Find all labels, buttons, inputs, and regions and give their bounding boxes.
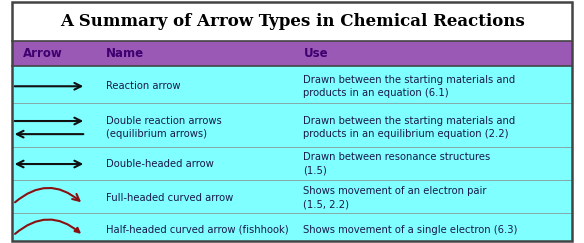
Text: Shows movement of an electron pair
(1.5, 2.2): Shows movement of an electron pair (1.5,… [304, 186, 487, 210]
Text: Shows movement of a single electron (6.3): Shows movement of a single electron (6.3… [304, 225, 518, 235]
Bar [12, 66, 572, 241]
Text: Use: Use [304, 47, 328, 61]
Text: A Summary of Arrow Types in Chemical Reactions: A Summary of Arrow Types in Chemical Rea… [60, 13, 524, 30]
Text: Reaction arrow: Reaction arrow [106, 81, 180, 91]
Text: Half-headed curved arrow (fishhook): Half-headed curved arrow (fishhook) [106, 225, 288, 235]
Text: Double-headed arrow: Double-headed arrow [106, 159, 214, 169]
Text: Arrow: Arrow [23, 47, 63, 61]
Text: Name: Name [106, 47, 144, 61]
Text: Drawn between the starting materials and
products in an equilibrium equation (2.: Drawn between the starting materials and… [304, 116, 516, 139]
Text: Drawn between resonance structures
(1.5): Drawn between resonance structures (1.5) [304, 152, 491, 176]
Text: Drawn between the starting materials and
products in an equation (6.1): Drawn between the starting materials and… [304, 75, 516, 98]
Text: Full-headed curved arrow: Full-headed curved arrow [106, 193, 234, 203]
Bar [12, 2, 572, 41]
Text: Double reaction arrows
(equilibrium arrows): Double reaction arrows (equilibrium arro… [106, 116, 222, 139]
Bar [12, 41, 572, 66]
